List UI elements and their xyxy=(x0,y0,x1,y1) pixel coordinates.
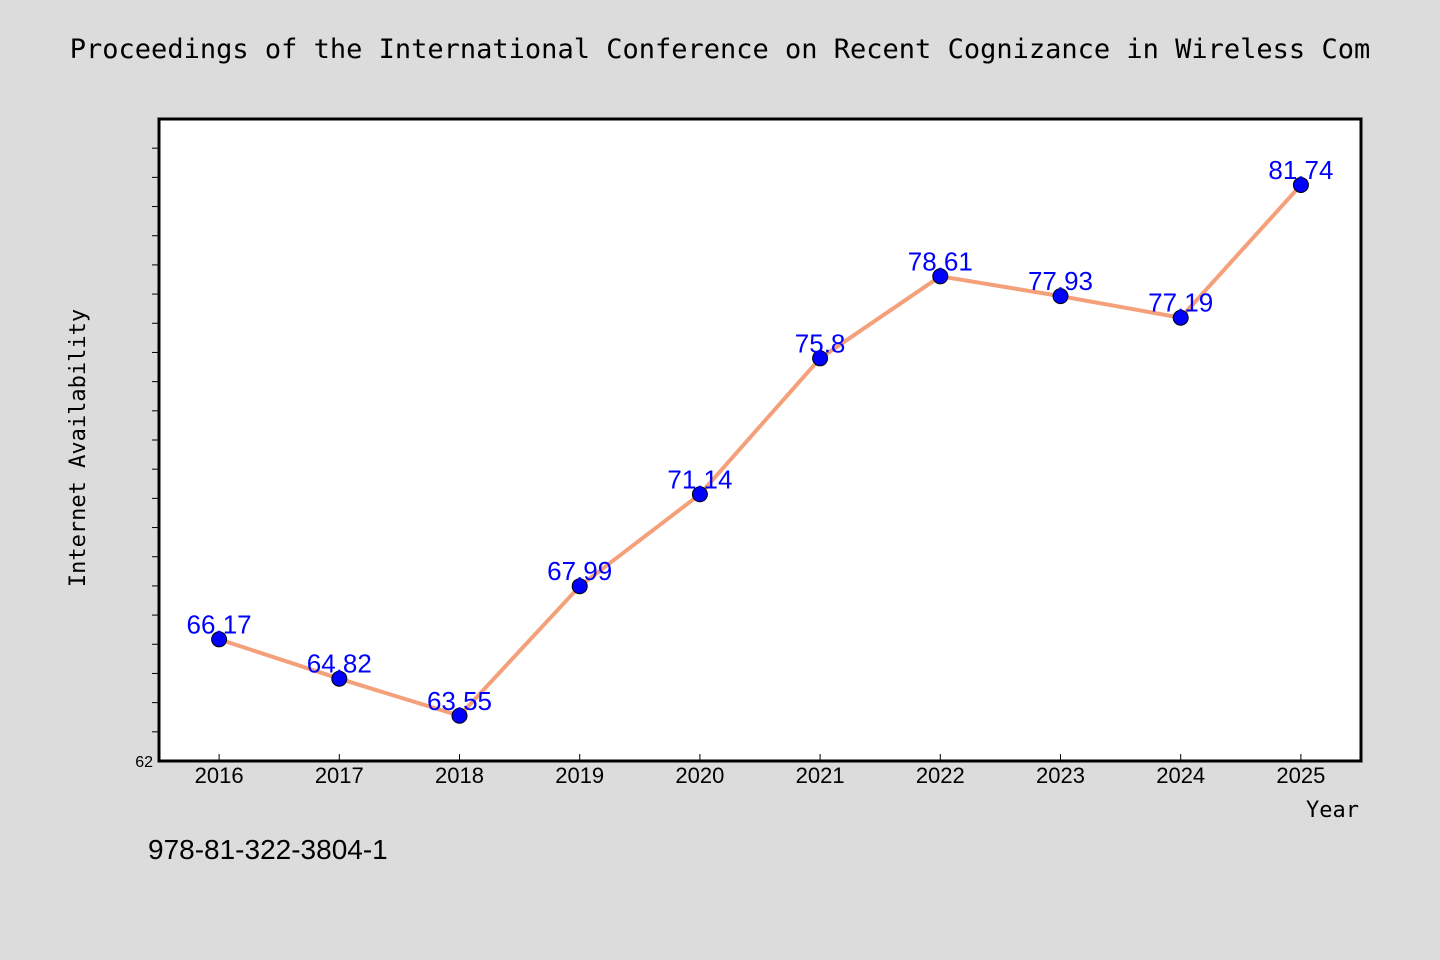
x-tick-label: 2019 xyxy=(555,763,604,788)
data-labels: 66.17 64.82 63.55 67.99 71.14 75.8 78.61 77.93 7… xyxy=(187,155,1334,716)
series-group xyxy=(211,176,1309,724)
data-label: 71.14 xyxy=(667,464,732,494)
x-tick-label: 2025 xyxy=(1276,763,1325,788)
x-tick-label: 2018 xyxy=(435,763,484,788)
data-point xyxy=(211,631,228,648)
plot-area xyxy=(157,117,1363,763)
data-label: 77.93 xyxy=(1028,266,1093,296)
y-axis-label: Internet Availability xyxy=(66,309,91,587)
data-label: 78.61 xyxy=(908,246,973,276)
chart-title: Proceedings of the International Confere… xyxy=(69,34,1371,65)
data-point xyxy=(451,707,468,724)
data-point xyxy=(812,350,829,367)
data-label: 66.17 xyxy=(187,609,252,639)
x-tick-label: 2022 xyxy=(916,763,965,788)
isbn-code: 978-81-322-3804-1 xyxy=(148,834,388,865)
data-point xyxy=(1172,309,1189,326)
data-point xyxy=(571,578,588,595)
x-tick-label: 2023 xyxy=(1036,763,1085,788)
series-line xyxy=(218,183,1303,718)
data-label: 75.8 xyxy=(795,328,846,358)
data-point xyxy=(1292,176,1309,193)
x-tick-label: 2016 xyxy=(195,763,244,788)
x-axis-label: Year xyxy=(1306,798,1359,823)
x-tick-label: 2017 xyxy=(315,763,364,788)
data-label: 63.55 xyxy=(427,686,492,716)
data-point xyxy=(1052,288,1069,305)
x-tick-label: 2020 xyxy=(675,763,724,788)
data-point xyxy=(691,486,708,503)
data-label: 64.82 xyxy=(307,649,372,679)
data-label: 81.74 xyxy=(1268,155,1333,185)
data-point xyxy=(932,268,949,285)
x-tick-label: 2024 xyxy=(1156,763,1205,788)
x-axis-ticks: 2016 2017 2018 2019 2020 2021 2022 2023 2024 2025 xyxy=(195,754,1325,788)
y-tick-label: 62 xyxy=(135,754,153,771)
x-tick-label: 2021 xyxy=(796,763,845,788)
data-label: 67.99 xyxy=(547,556,612,586)
data-point xyxy=(331,670,348,687)
data-label: 77.19 xyxy=(1148,288,1213,318)
y-axis-ticks: 62 xyxy=(135,147,159,771)
